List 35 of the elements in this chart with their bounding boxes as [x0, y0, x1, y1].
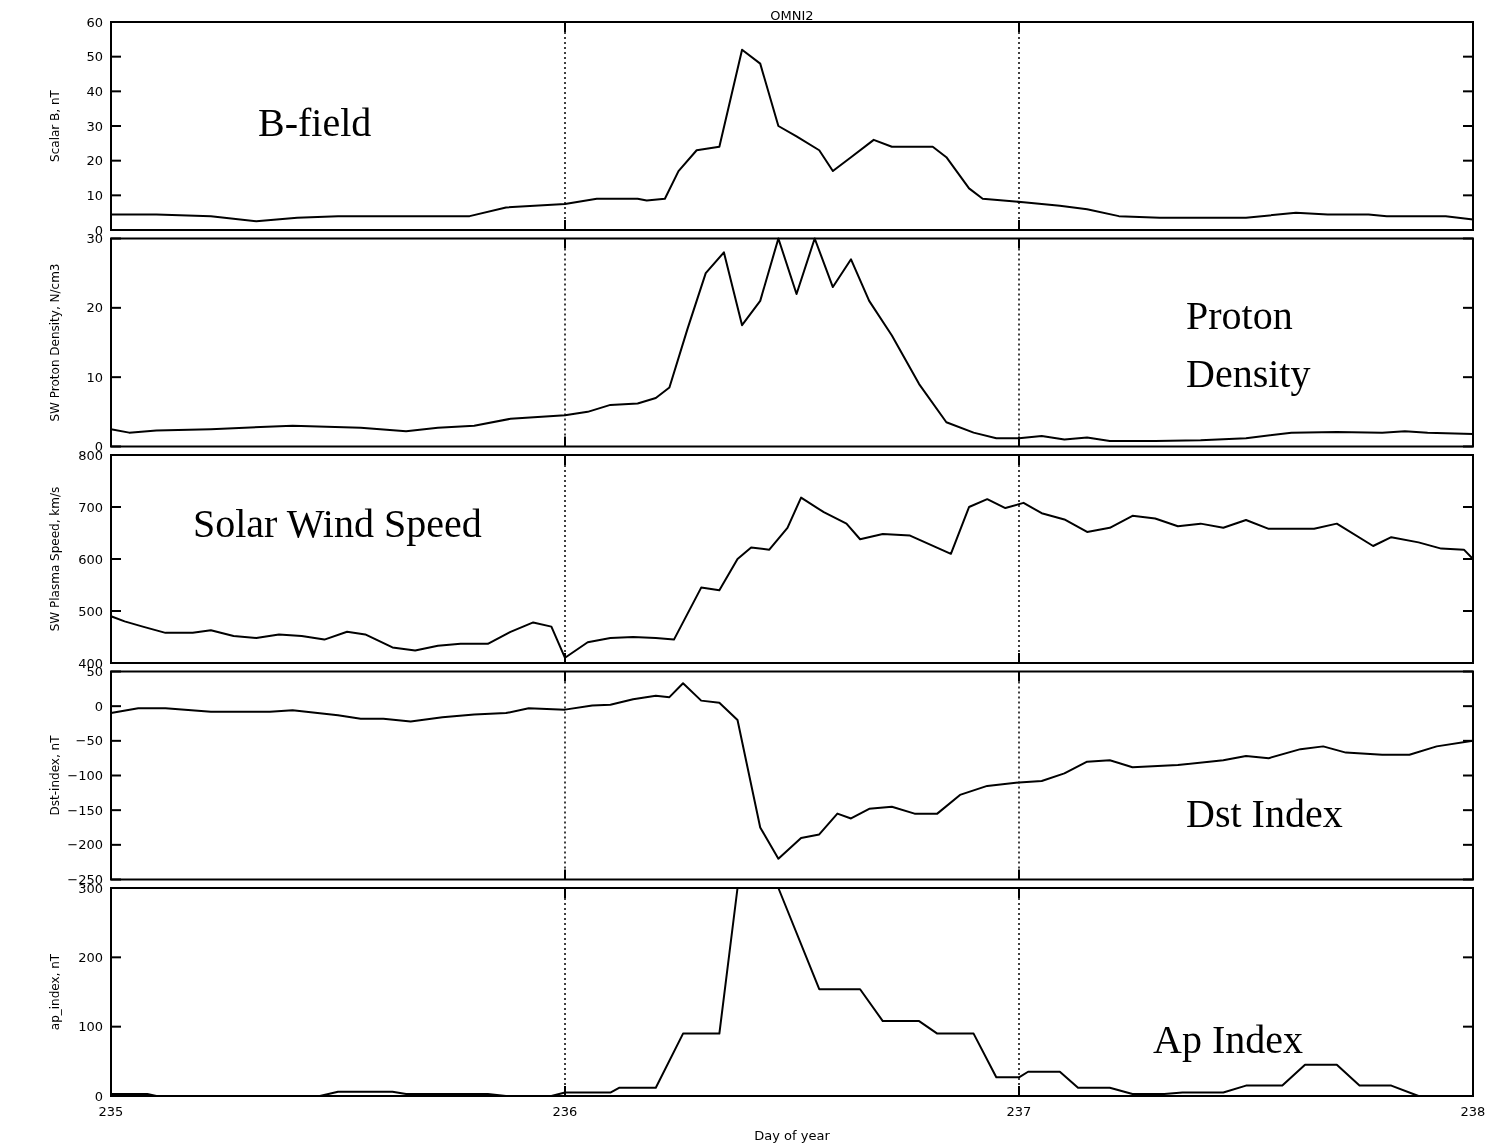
- annotation: B-field: [258, 100, 372, 145]
- y-axis-title: SW Plasma Speed, km/s: [48, 486, 62, 632]
- chart-title: OMNI2: [770, 8, 814, 23]
- y-tick-label: 10: [86, 369, 103, 385]
- x-tick-label: 238: [1460, 1104, 1486, 1119]
- x-tick-label: 235: [98, 1104, 124, 1119]
- y-tick-label: −200: [67, 837, 103, 853]
- y-tick-label: −150: [67, 802, 103, 818]
- y-tick-label: 10: [86, 187, 103, 203]
- y-tick-label: 50: [86, 49, 103, 65]
- y-tick-label: 20: [86, 300, 103, 316]
- y-tick-label: −50: [75, 733, 103, 749]
- annotation: Dst Index: [1186, 790, 1343, 836]
- y-tick-label: 60: [86, 14, 103, 30]
- x-tick-label: 237: [1006, 1104, 1032, 1119]
- y-tick-label: 500: [78, 603, 103, 619]
- annotation: Ap Index: [1153, 1017, 1303, 1062]
- y-axis-title: Scalar B, nT: [48, 89, 62, 162]
- annotation: Solar Wind Speed: [193, 501, 482, 546]
- x-tick-label: 236: [552, 1104, 578, 1119]
- x-axis-title: Day of year: [754, 1128, 831, 1143]
- y-tick-label: 200: [78, 949, 103, 965]
- y-tick-label: 0: [94, 1088, 103, 1104]
- y-tick-label: 20: [86, 153, 103, 169]
- y-tick-label: 40: [86, 83, 103, 99]
- y-tick-label: −100: [67, 768, 103, 784]
- y-axis-title: SW Proton Density, N/cm3: [48, 263, 62, 422]
- y-axis-title: ap_index, nT: [48, 953, 62, 1031]
- y-tick-label: 100: [78, 1019, 103, 1035]
- y-tick-label: 0: [94, 698, 103, 714]
- y-tick-label: 600: [78, 551, 103, 567]
- y-tick-label: 30: [86, 118, 103, 134]
- annotation: Proton Density: [1186, 292, 1311, 396]
- y-axis-title: Dst-index, nT: [48, 734, 62, 816]
- y-tick-label: 700: [78, 499, 103, 515]
